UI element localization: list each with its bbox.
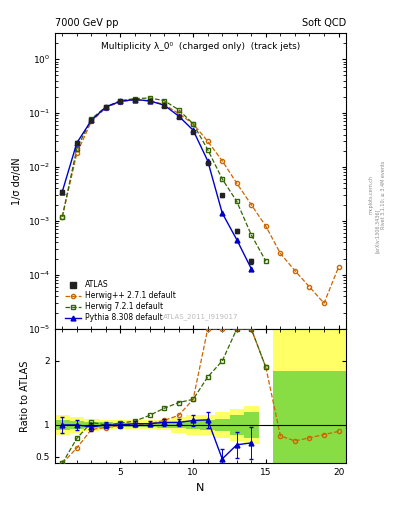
Legend: ATLAS, Herwig++ 2.7.1 default, Herwig 7.2.1 default, Pythia 8.308 default: ATLAS, Herwig++ 2.7.1 default, Herwig 7.… — [65, 281, 176, 322]
Text: 7000 GeV pp: 7000 GeV pp — [55, 18, 119, 28]
Text: Soft QCD: Soft QCD — [301, 18, 346, 28]
Text: [arXiv:1306.3436]: [arXiv:1306.3436] — [375, 208, 380, 252]
Text: Multiplicity λ_0⁰  (charged only)  (track jets): Multiplicity λ_0⁰ (charged only) (track … — [101, 42, 300, 51]
Text: Rivet 3.1.10; ≥ 3.4M events: Rivet 3.1.10; ≥ 3.4M events — [381, 160, 386, 229]
Text: ATLAS_2011_I919017: ATLAS_2011_I919017 — [163, 313, 238, 320]
Y-axis label: 1/σ dσ/dN: 1/σ dσ/dN — [12, 157, 22, 205]
Text: mcplots.cern.ch: mcplots.cern.ch — [369, 175, 374, 214]
X-axis label: N: N — [196, 483, 205, 493]
Y-axis label: Ratio to ATLAS: Ratio to ATLAS — [20, 360, 30, 432]
